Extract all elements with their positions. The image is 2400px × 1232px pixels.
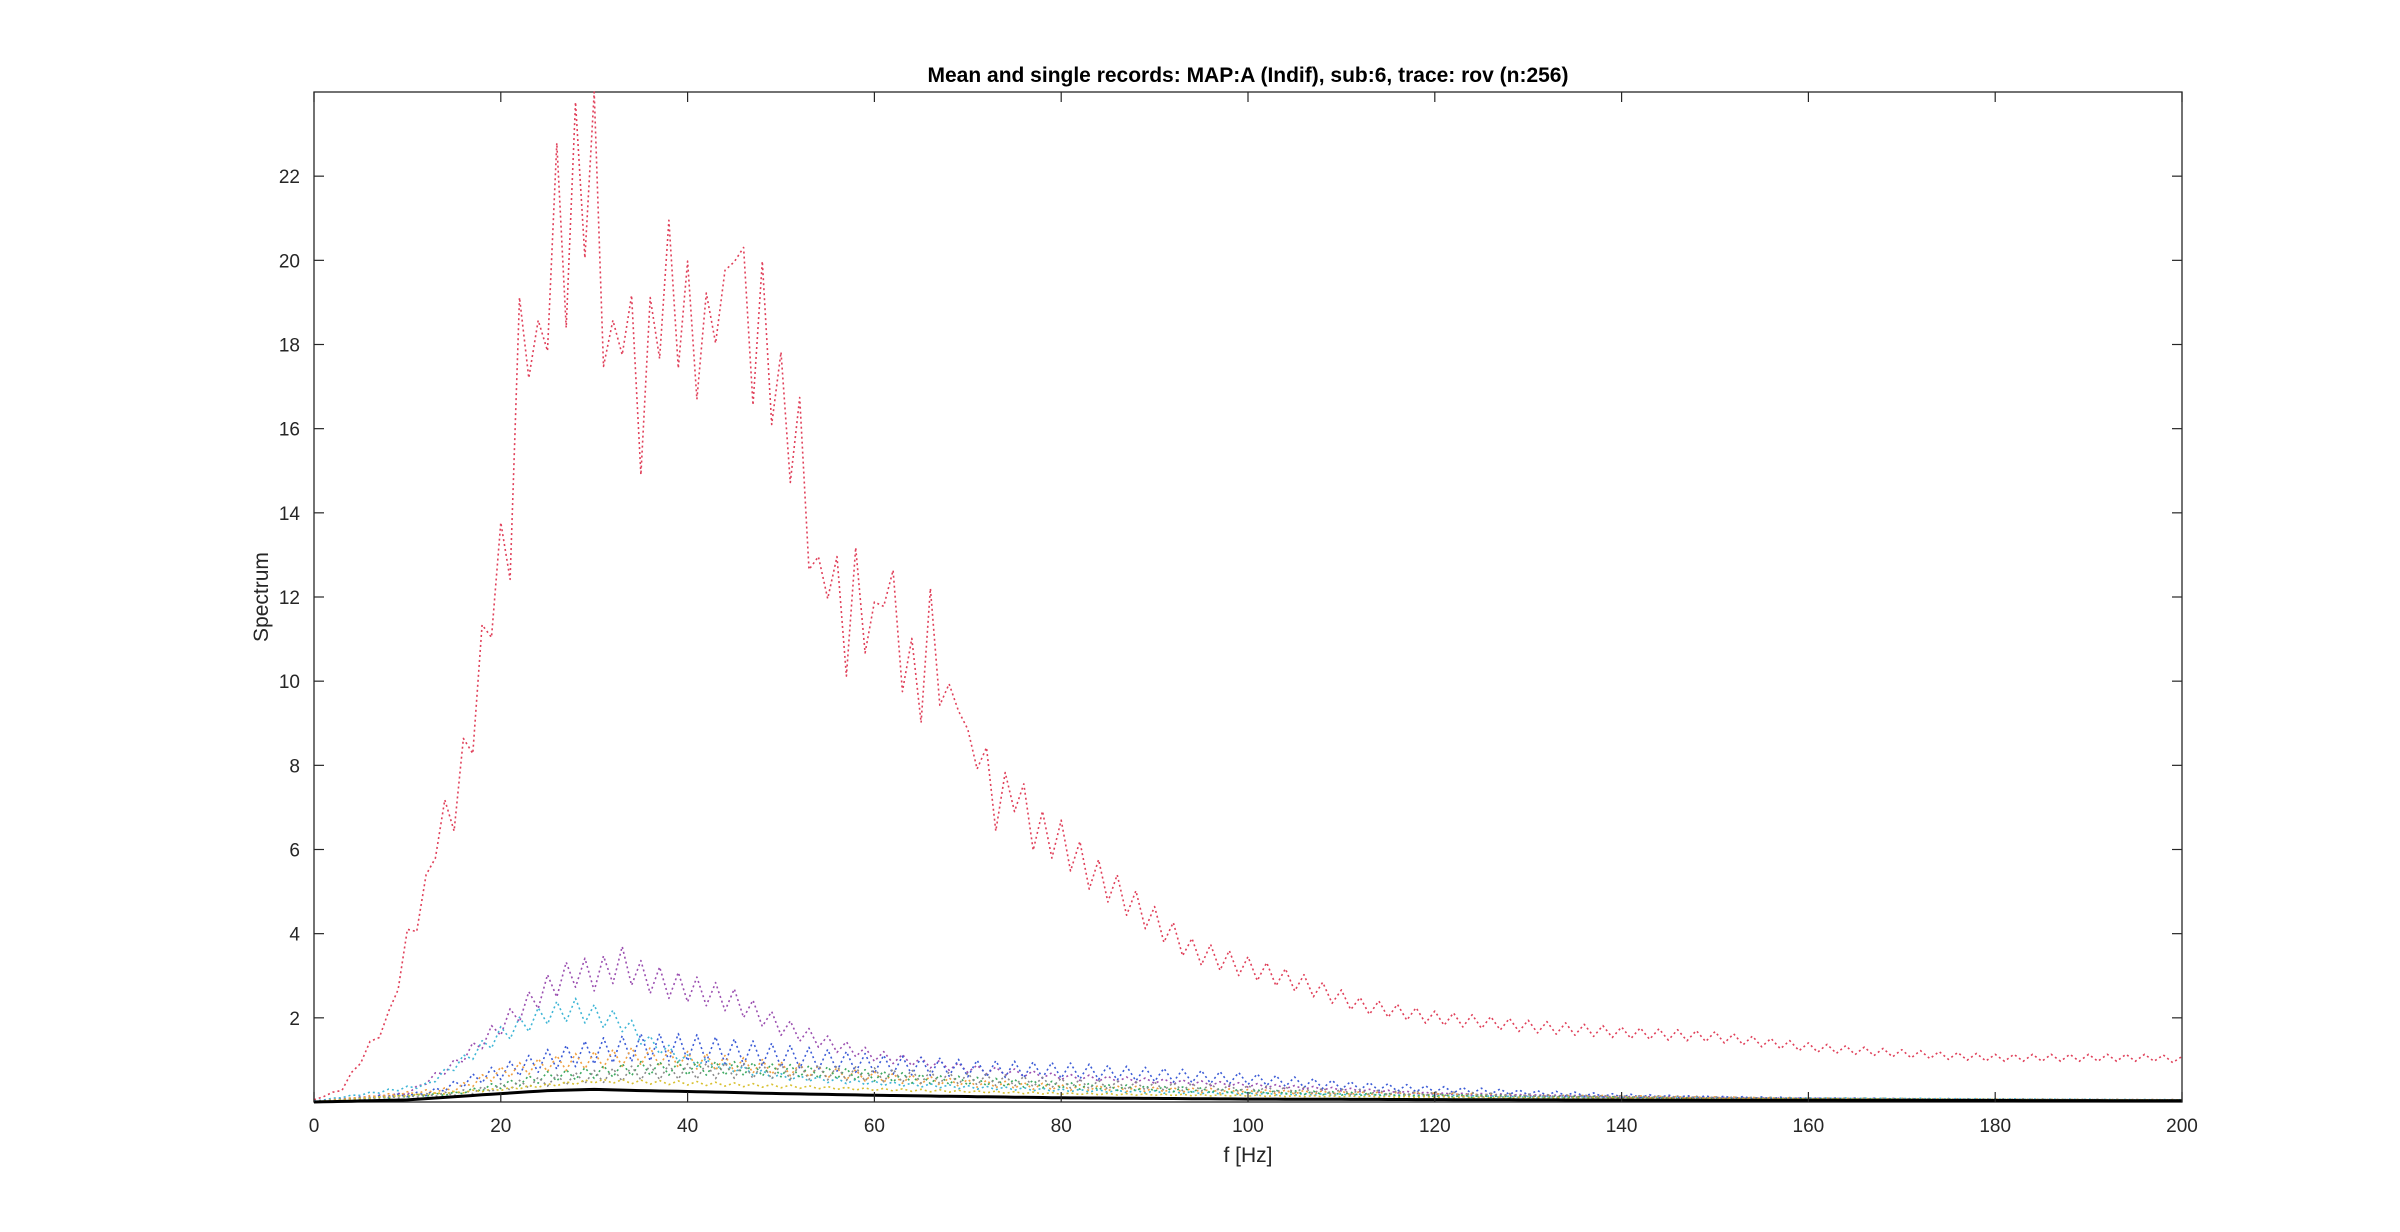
x-tick-label: 20 xyxy=(490,1116,511,1137)
y-tick-label: 6 xyxy=(289,841,300,862)
x-tick-label: 200 xyxy=(2166,1116,2198,1137)
x-tick-label: 0 xyxy=(309,1116,320,1137)
x-tick-label: 160 xyxy=(1793,1116,1825,1137)
y-tick-label: 2 xyxy=(289,1009,300,1030)
chart-title: Mean and single records: MAP:A (Indif), … xyxy=(928,64,1569,87)
y-tick-label: 22 xyxy=(279,167,300,188)
x-axis-title: f [Hz] xyxy=(1223,1144,1272,1167)
y-tick-label: 8 xyxy=(289,756,300,777)
y-tick-label: 4 xyxy=(289,925,300,946)
y-tick-label: 10 xyxy=(279,672,300,693)
y-tick-label: 12 xyxy=(279,588,300,609)
x-tick-label: 60 xyxy=(864,1116,885,1137)
y-tick-label: 14 xyxy=(279,504,301,525)
x-tick-label: 40 xyxy=(677,1116,698,1137)
x-tick-label: 140 xyxy=(1606,1116,1638,1137)
x-tick-label: 80 xyxy=(1051,1116,1072,1137)
x-tick-label: 120 xyxy=(1419,1116,1451,1137)
y-tick-label: 18 xyxy=(279,336,300,357)
x-tick-label: 100 xyxy=(1232,1116,1264,1137)
x-tick-label: 180 xyxy=(1979,1116,2011,1137)
y-tick-label: 20 xyxy=(279,251,300,272)
axes-box xyxy=(314,92,2182,1102)
y-axis-title: Spectrum xyxy=(250,552,273,642)
plot-area: 0 20 40 60 80 100 120 140 160 180 200 2 4 6 8 10 12 14 16 1… xyxy=(279,92,2198,1137)
y-tick-label: 16 xyxy=(279,420,300,441)
